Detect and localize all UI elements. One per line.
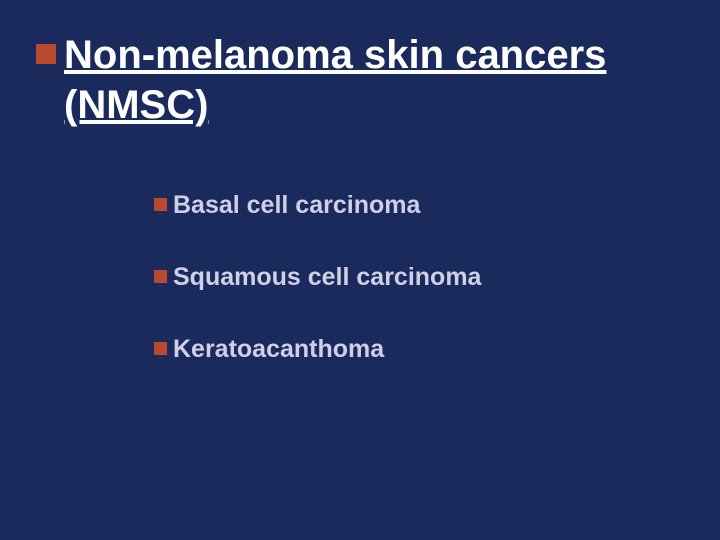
slide: Non-melanoma skin cancers (NMSC) Basal c…: [0, 0, 720, 540]
square-bullet-icon: [154, 342, 167, 355]
square-bullet-icon: [154, 198, 167, 211]
square-bullet-icon: [154, 270, 167, 283]
list-item-text: Keratoacanthoma: [173, 334, 384, 364]
list-item: Squamous cell carcinoma: [154, 262, 684, 292]
square-bullet-icon: [36, 44, 56, 64]
bullet-list: Basal cell carcinoma Squamous cell carci…: [154, 190, 684, 364]
list-item: Basal cell carcinoma: [154, 190, 684, 220]
title-row: Non-melanoma skin cancers (NMSC): [36, 30, 684, 130]
list-item-text: Basal cell carcinoma: [173, 190, 420, 220]
slide-title: Non-melanoma skin cancers (NMSC): [64, 30, 684, 130]
list-item-text: Squamous cell carcinoma: [173, 262, 481, 292]
list-item: Keratoacanthoma: [154, 334, 684, 364]
